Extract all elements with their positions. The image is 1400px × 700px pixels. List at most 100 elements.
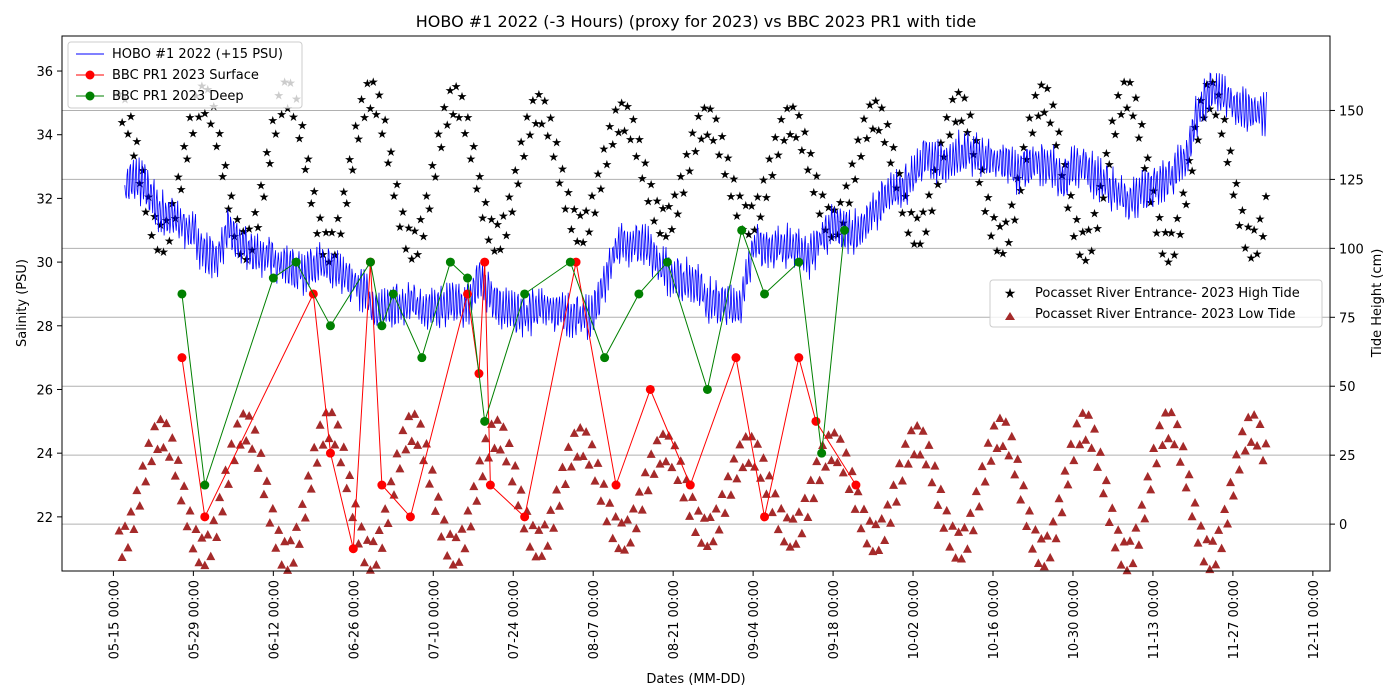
low-tide-marker-171 (620, 545, 630, 554)
high-tide-marker-284: ★ (953, 85, 964, 99)
high-tide-marker-100: ★ (409, 224, 420, 238)
high-tide-marker-258: ★ (876, 101, 887, 115)
high-tide-marker-260: ★ (882, 117, 893, 131)
low-tide-marker-195 (691, 527, 701, 537)
low-tide-marker-374 (1220, 504, 1230, 513)
low-tide-marker-312 (1036, 534, 1046, 543)
low-tide-marker-131 (501, 456, 511, 466)
low-tide-marker-18 (167, 433, 177, 442)
high-tide-marker-123: ★ (477, 211, 488, 225)
low-tide-marker-0 (114, 526, 124, 535)
high-tide-marker-241: ★ (826, 231, 837, 245)
high-tide-marker-322: ★ (1066, 189, 1077, 203)
low-tide-marker-7 (135, 501, 145, 510)
low-tide-marker-242 (829, 428, 839, 437)
low-tide-marker-384 (1249, 410, 1259, 419)
low-tide-marker-359 (1175, 457, 1185, 466)
high-tide-marker-161: ★ (590, 206, 601, 220)
high-tide-marker-158: ★ (581, 204, 592, 218)
high-tide-marker-9: ★ (140, 205, 151, 219)
high-tide-marker-105: ★ (424, 202, 435, 216)
x-tick-label-4: 07-10 00:00 (427, 580, 442, 659)
low-tide-marker-132 (504, 438, 514, 448)
low-tide-marker-86 (368, 536, 378, 546)
high-tide-marker-37: ★ (223, 202, 234, 216)
high-tide-marker-177: ★ (637, 172, 648, 186)
high-tide-marker-101: ★ (412, 247, 423, 261)
high-tide-marker-81: ★ (353, 132, 364, 146)
high-tide-marker-144: ★ (539, 94, 550, 108)
low-tide-marker-200 (705, 512, 715, 522)
high-tide-marker-147: ★ (548, 150, 559, 164)
low-tide-marker-362 (1184, 469, 1194, 479)
low-tide-marker-236 (812, 456, 822, 466)
high-tide-marker-109: ★ (436, 140, 447, 154)
low-tide-marker-295 (986, 456, 996, 465)
high-tide-marker-165: ★ (601, 158, 612, 172)
surface-point-11 (485, 480, 495, 490)
low-tide-marker-30 (203, 529, 213, 539)
low-tide-marker-19 (170, 471, 180, 480)
high-tide-marker-313: ★ (1039, 106, 1050, 120)
high-tide-marker-228: ★ (788, 100, 799, 114)
low-tide-marker-24 (185, 506, 195, 515)
y2-tick-label-0: 0 (1339, 518, 1347, 533)
high-tide-marker-352: ★ (1154, 210, 1165, 224)
high-tide-marker-375: ★ (1222, 155, 1233, 169)
low-tide-marker-148 (552, 484, 562, 494)
high-tide-marker-31: ★ (205, 117, 216, 131)
deep-point-10 (463, 273, 473, 283)
low-tide-marker-78 (345, 470, 355, 480)
low-tide-marker-108 (433, 492, 443, 501)
high-tide-marker-365: ★ (1193, 133, 1204, 147)
low-tide-marker-21 (176, 495, 186, 505)
high-tide-marker-230: ★ (794, 108, 805, 122)
low-tide-marker-100 (410, 409, 420, 418)
high-tide-marker-240: ★ (823, 200, 834, 214)
high-tide-marker-137: ★ (519, 149, 530, 163)
high-tide-marker-281: ★ (944, 128, 955, 142)
high-tide-marker-213: ★ (743, 228, 754, 242)
high-tide-marker-280: ★ (941, 111, 952, 125)
low-tide-marker-358 (1172, 419, 1182, 429)
low-tide-marker-143 (537, 551, 547, 560)
low-tide-marker-173 (625, 538, 635, 547)
surface-point-17 (731, 353, 741, 363)
low-tide-marker-325 (1075, 439, 1085, 449)
high-tide-marker-98: ★ (403, 221, 414, 235)
high-tide-marker-135: ★ (513, 177, 524, 191)
low-tide-marker-40 (232, 419, 242, 428)
low-tide-marker-336 (1107, 503, 1117, 512)
high-tide-marker-312: ★ (1036, 78, 1047, 92)
high-tide-marker-327: ★ (1080, 253, 1091, 267)
deep-point-14 (600, 353, 610, 363)
high-tide-marker-283: ★ (950, 115, 961, 129)
high-tide-marker-77: ★ (341, 197, 352, 211)
deep-point-18 (737, 225, 747, 235)
low-tide-marker-383 (1246, 437, 1256, 446)
high-tide-marker-373: ★ (1216, 127, 1227, 141)
low-tide-marker-326 (1078, 408, 1088, 417)
high-tide-marker-156: ★ (575, 209, 586, 223)
low-tide-marker-31 (206, 551, 216, 561)
high-tide-marker-337: ★ (1110, 128, 1121, 142)
high-tide-marker-65: ★ (306, 196, 317, 210)
legend-label-low-tide: Pocasset River Entrance- 2023 Low Tide (1035, 307, 1295, 322)
low-tide-marker-4 (126, 507, 136, 516)
low-tide-marker-275 (927, 477, 937, 487)
deep-point-17 (702, 384, 712, 394)
low-tide-marker-270 (912, 421, 922, 430)
low-tide-marker-37 (223, 479, 233, 488)
deep-point-3 (291, 257, 301, 267)
high-tide-marker-341: ★ (1122, 101, 1133, 115)
high-tide-marker-151: ★ (560, 202, 571, 216)
deep-point-20 (794, 257, 804, 267)
high-tide-marker-68: ★ (315, 211, 326, 225)
high-tide-marker-52: ★ (267, 113, 278, 127)
high-tide-marker-25: ★ (188, 126, 199, 140)
low-tide-marker-133 (507, 476, 517, 486)
low-tide-marker-43 (241, 436, 251, 445)
high-tide-marker-6: ★ (131, 135, 142, 149)
low-tide-marker-246 (841, 447, 851, 457)
low-tide-marker-73 (330, 439, 340, 449)
